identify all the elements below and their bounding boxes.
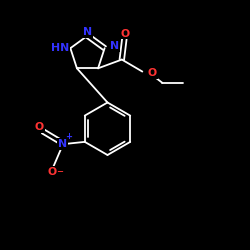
Text: N: N	[58, 139, 67, 149]
Text: O: O	[35, 122, 44, 132]
Text: −: −	[56, 168, 63, 176]
Text: +: +	[66, 132, 72, 141]
Text: N: N	[84, 27, 92, 37]
Text: N: N	[110, 41, 119, 51]
Text: O: O	[48, 167, 57, 177]
Text: O: O	[120, 28, 130, 38]
Text: O: O	[148, 68, 157, 78]
Text: HN: HN	[51, 43, 69, 53]
